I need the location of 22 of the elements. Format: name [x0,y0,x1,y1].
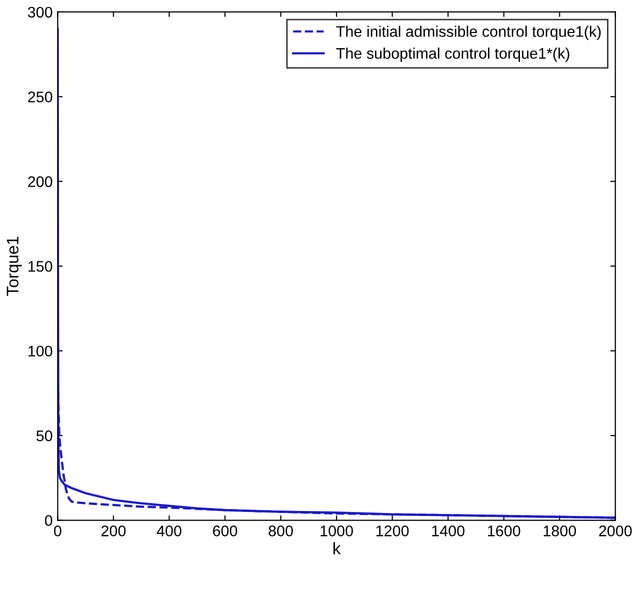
x-tick-label: 200 [101,526,126,536]
x-tick-label: 800 [268,526,293,536]
y-axis-title: Torque1 [6,236,22,296]
x-tick-label: 600 [213,526,238,536]
x-tick-label: 1000 [320,526,353,536]
y-tick-label: 150 [28,260,52,272]
x-tick-label: 1800 [544,526,576,536]
x-axis-title: k [333,542,341,554]
legend-label: The initial admissible control torque1(k) [336,26,601,40]
y-tick-label: 50 [36,430,52,442]
y-tick-label: 0 [44,515,52,526]
x-tick-label: 1600 [488,526,520,536]
x-tick-label: 400 [156,526,182,536]
x-tick-label: 1200 [376,526,409,536]
y-tick-label: 300 [28,6,52,18]
x-tick-label: 1400 [432,526,464,536]
x-tick-label: 2000 [599,526,632,536]
y-tick-label: 200 [28,176,52,188]
legend-label: The suboptimal control torque1*(k) [336,48,570,62]
x-tick-label: 0 [54,526,62,536]
y-tick-label: 100 [28,346,52,357]
y-tick-label: 250 [28,92,52,102]
